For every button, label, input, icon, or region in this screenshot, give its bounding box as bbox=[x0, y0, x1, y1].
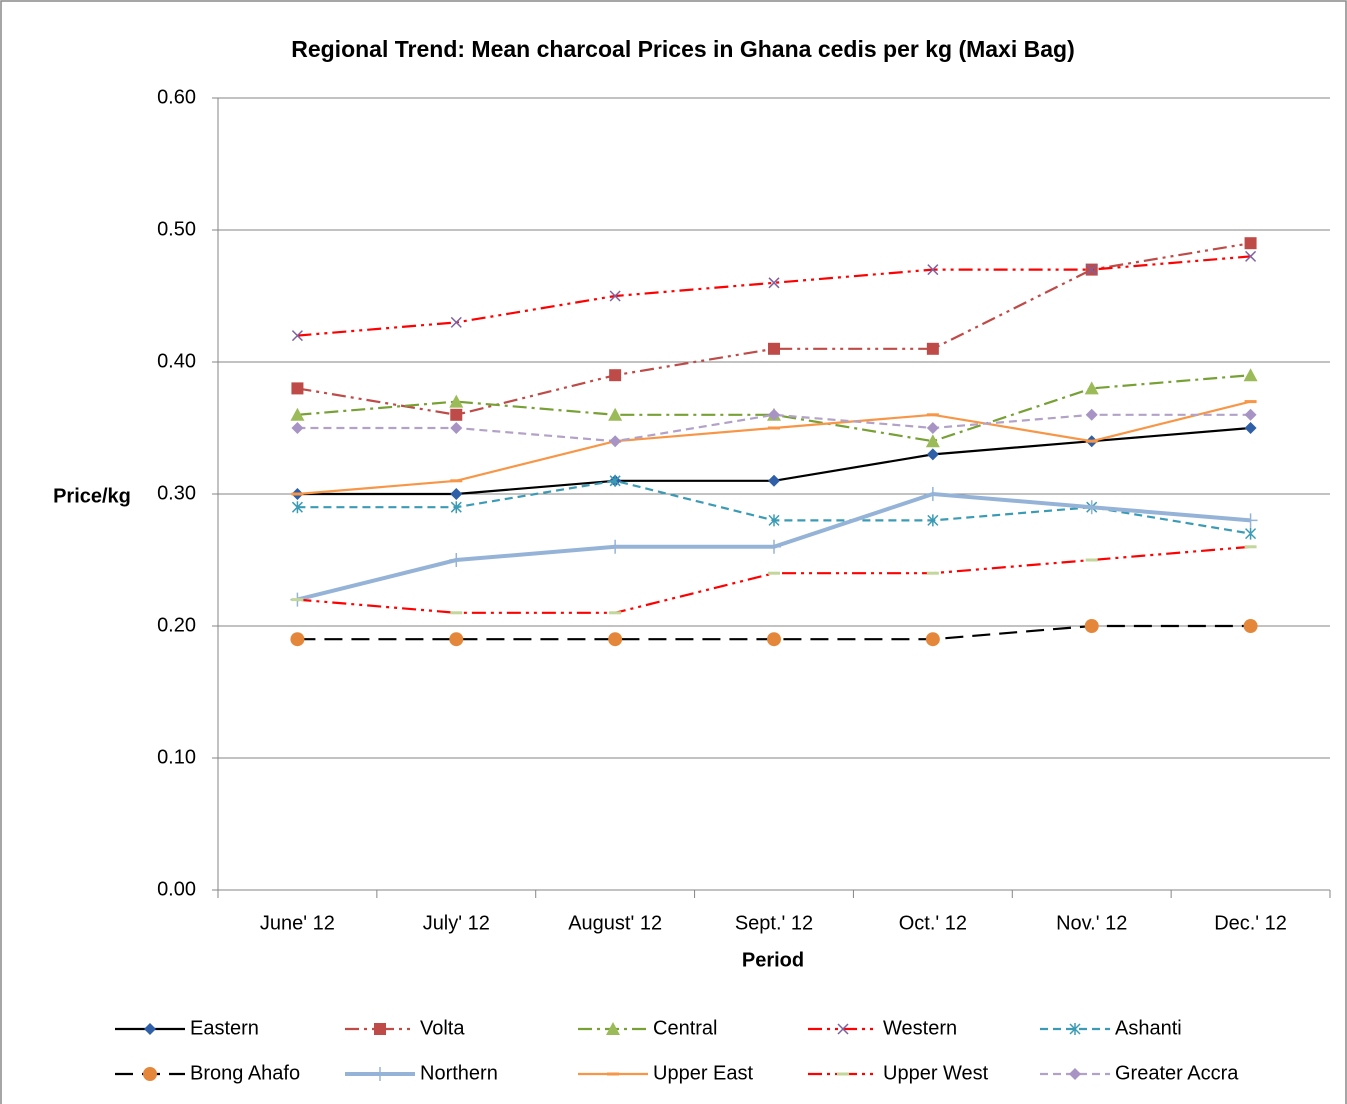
data-point bbox=[450, 488, 463, 500]
data-point bbox=[1243, 513, 1258, 528]
x-tick-label: Sept.' 12 bbox=[735, 912, 813, 934]
legend-label: Brong Ahafo bbox=[190, 1062, 300, 1084]
legend-marker bbox=[143, 1067, 157, 1081]
legend-marker bbox=[144, 1023, 156, 1035]
legend-label: Central bbox=[653, 1017, 717, 1039]
data-point bbox=[768, 474, 780, 487]
data-point bbox=[1244, 408, 1257, 421]
data-point bbox=[768, 277, 780, 289]
legend-marker bbox=[606, 1022, 620, 1035]
y-tick-label: 0.00 bbox=[157, 878, 196, 900]
data-point bbox=[291, 501, 303, 514]
data-point bbox=[608, 539, 623, 554]
data-point bbox=[1084, 381, 1099, 395]
legend-marker bbox=[374, 1023, 386, 1035]
legend-label: Volta bbox=[420, 1017, 465, 1039]
x-tick-label: August' 12 bbox=[568, 912, 662, 934]
y-tick-label: 0.30 bbox=[157, 482, 196, 504]
data-point bbox=[609, 290, 621, 302]
data-point bbox=[768, 408, 780, 421]
data-point bbox=[291, 382, 304, 395]
data-point bbox=[609, 369, 622, 382]
data-point bbox=[927, 264, 939, 276]
x-tick-label: Oct.' 12 bbox=[899, 912, 967, 934]
legend-label: Greater Accra bbox=[1115, 1062, 1239, 1084]
data-point bbox=[450, 408, 463, 421]
data-point bbox=[291, 422, 304, 434]
data-point bbox=[449, 632, 464, 647]
data-point bbox=[609, 474, 621, 487]
legend-label: Eastern bbox=[190, 1017, 259, 1039]
data-point bbox=[449, 553, 464, 567]
y-axis-label: Price/kg bbox=[53, 485, 131, 507]
data-point bbox=[926, 422, 939, 434]
data-point bbox=[1244, 237, 1257, 250]
data-point bbox=[927, 514, 939, 527]
data-point bbox=[925, 632, 940, 647]
x-tick-label: Nov.' 12 bbox=[1056, 912, 1127, 934]
data-point bbox=[291, 330, 303, 342]
legend-label: Northern bbox=[420, 1062, 498, 1084]
y-tick-label: 0.40 bbox=[157, 350, 196, 372]
y-tick-label: 0.60 bbox=[157, 86, 196, 108]
data-point bbox=[1086, 264, 1098, 276]
data-point bbox=[290, 632, 305, 647]
data-point bbox=[767, 632, 781, 647]
data-point bbox=[1245, 527, 1257, 540]
data-point bbox=[608, 407, 623, 421]
chart-title: Regional Trend: Mean charcoal Prices in … bbox=[291, 36, 1075, 62]
data-point bbox=[767, 539, 781, 554]
data-point bbox=[450, 501, 462, 514]
data-point bbox=[925, 487, 940, 501]
x-tick-label: Dec.' 12 bbox=[1214, 912, 1287, 934]
data-point bbox=[290, 407, 305, 421]
data-point bbox=[1085, 408, 1098, 421]
legend-label: Upper West bbox=[883, 1062, 989, 1084]
data-point bbox=[1243, 368, 1258, 382]
x-axis-label: Period bbox=[742, 949, 804, 971]
y-tick-label: 0.20 bbox=[157, 614, 196, 636]
data-point bbox=[768, 514, 780, 527]
data-point bbox=[926, 448, 939, 461]
legend-label: Western bbox=[883, 1017, 957, 1039]
data-point bbox=[1084, 619, 1099, 633]
data-point bbox=[1084, 500, 1099, 515]
data-point bbox=[450, 422, 463, 434]
x-tick-label: July' 12 bbox=[423, 912, 490, 934]
data-point bbox=[608, 632, 623, 647]
y-tick-label: 0.10 bbox=[157, 746, 196, 768]
x-tick-label: June' 12 bbox=[260, 912, 335, 934]
legend-marker bbox=[837, 1023, 849, 1035]
data-point bbox=[926, 342, 939, 355]
data-point bbox=[1244, 422, 1257, 434]
data-point bbox=[768, 342, 780, 355]
data-point bbox=[450, 316, 462, 328]
legend-marker bbox=[1069, 1023, 1081, 1035]
legend-marker bbox=[373, 1067, 387, 1081]
data-point bbox=[449, 394, 464, 408]
legend-label: Ashanti bbox=[1115, 1017, 1182, 1039]
legend-label: Upper East bbox=[653, 1062, 753, 1084]
legend-marker bbox=[1069, 1068, 1081, 1080]
y-tick-label: 0.50 bbox=[157, 218, 196, 240]
data-point bbox=[925, 434, 940, 448]
data-point bbox=[1243, 619, 1258, 633]
data-point bbox=[1245, 250, 1257, 262]
data-point bbox=[609, 435, 622, 448]
